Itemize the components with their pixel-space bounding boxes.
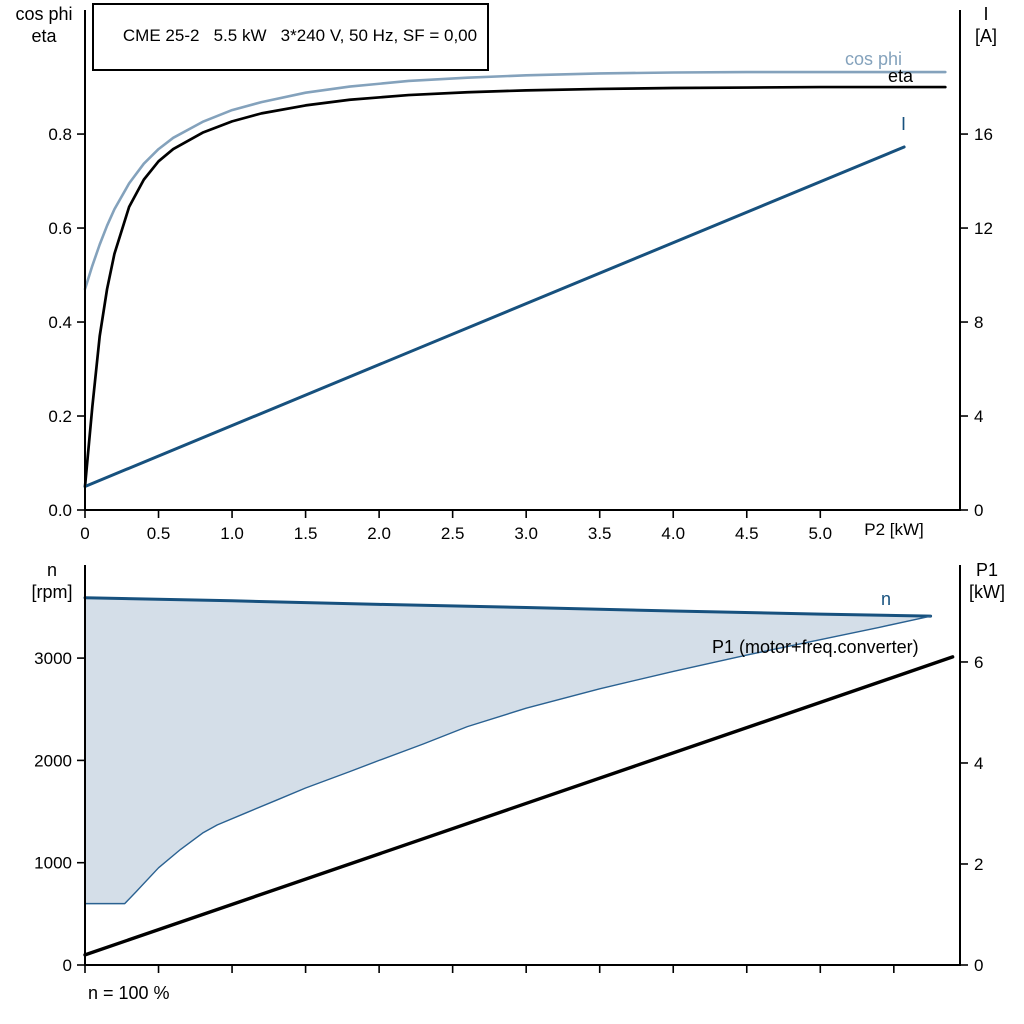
chart-title-box: CME 25-2 5.5 kW 3*240 V, 50 Hz, SF = 0,0… xyxy=(92,3,490,71)
svg-text:1.5: 1.5 xyxy=(294,524,318,543)
svg-text:2.5: 2.5 xyxy=(441,524,465,543)
series-label-current: I xyxy=(901,114,907,134)
svg-text:0: 0 xyxy=(80,524,89,543)
svg-text:3.5: 3.5 xyxy=(588,524,612,543)
svg-text:16: 16 xyxy=(974,125,993,144)
x-axis-unit-label: P2 [kW] xyxy=(864,520,924,539)
svg-text:3.0: 3.0 xyxy=(514,524,538,543)
power-axis-title-line2: [kW] xyxy=(969,582,1005,602)
svg-text:0.2: 0.2 xyxy=(48,407,72,426)
svg-text:0: 0 xyxy=(63,956,72,975)
top-chart-right-axis-title: I [A] xyxy=(960,3,1012,47)
series-label-eta: eta xyxy=(888,66,914,86)
svg-text:4.5: 4.5 xyxy=(735,524,759,543)
svg-text:5.0: 5.0 xyxy=(808,524,832,543)
svg-text:8: 8 xyxy=(974,313,983,332)
svg-text:4: 4 xyxy=(974,754,983,773)
svg-text:4.0: 4.0 xyxy=(661,524,685,543)
svg-text:3000: 3000 xyxy=(34,649,72,668)
svg-text:2000: 2000 xyxy=(34,751,72,770)
speed-percentage-note: n = 100 % xyxy=(88,983,170,1003)
svg-text:4: 4 xyxy=(974,407,983,426)
speed-axis-title-line2: [rpm] xyxy=(31,582,73,602)
svg-text:6: 6 xyxy=(974,653,983,672)
top-chart-left-axis-title: cos phi eta xyxy=(4,3,84,47)
svg-text:2.0: 2.0 xyxy=(367,524,391,543)
right-axis-title-line2: [A] xyxy=(974,26,997,46)
svg-text:1.0: 1.0 xyxy=(220,524,244,543)
svg-text:0.8: 0.8 xyxy=(48,125,72,144)
speed-axis-title-line1: n xyxy=(46,560,57,580)
svg-text:12: 12 xyxy=(974,219,993,238)
svg-text:0: 0 xyxy=(974,956,983,975)
right-axis-title-line1: I xyxy=(983,4,989,24)
left-axis-title-line2: eta xyxy=(31,26,57,46)
bottom-chart-left-axis-title: n [rpm] xyxy=(14,559,90,603)
svg-text:0.4: 0.4 xyxy=(48,313,72,332)
series-label-cos-phi: cos phi xyxy=(845,49,903,69)
svg-text:0.0: 0.0 xyxy=(48,501,72,520)
svg-text:0: 0 xyxy=(974,501,983,520)
svg-text:2: 2 xyxy=(974,855,983,874)
svg-text:0.6: 0.6 xyxy=(48,219,72,238)
left-axis-title-line1: cos phi xyxy=(15,4,73,24)
bottom-chart-right-axis-title: P1 [kW] xyxy=(958,559,1016,603)
power-axis-title-line1: P1 xyxy=(975,560,999,580)
series-label-speed: n xyxy=(881,589,892,609)
series-label-p1: P1 (motor+freq.converter) xyxy=(712,637,919,657)
chart-title: CME 25-2 5.5 kW 3*240 V, 50 Hz, SF = 0,0… xyxy=(122,26,478,45)
svg-text:1000: 1000 xyxy=(34,854,72,873)
svg-text:0.5: 0.5 xyxy=(147,524,171,543)
